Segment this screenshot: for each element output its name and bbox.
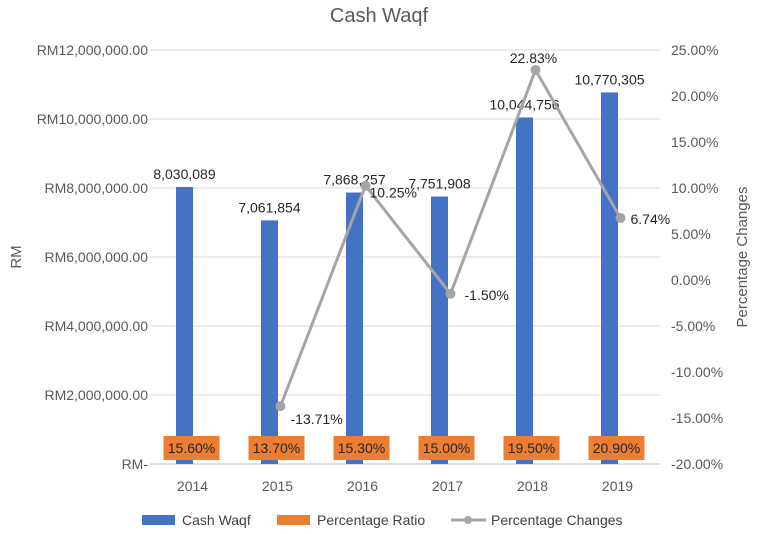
legend-label-cash-waqf: Cash Waqf (182, 512, 251, 528)
y2-tick-label: 25.00% (671, 42, 718, 58)
ratio-label: 13.70% (253, 440, 300, 456)
line-data-label: -1.50% (465, 287, 509, 303)
line-point (360, 180, 371, 191)
percentage-changes-line (279, 68, 622, 407)
ratio-label: 19.50% (508, 440, 555, 456)
x-tick-label: 2019 (602, 478, 633, 494)
line-point (530, 64, 541, 75)
gridlines (150, 49, 660, 465)
y2-tick-label: -10.00% (671, 364, 723, 380)
legend: Cash Waqf Percentage Ratio Percentage Chan… (142, 512, 623, 528)
y-tick-label: RM- (122, 456, 149, 472)
y2-axis-ticks: -20.00% -15.00% -10.00% -5.00% 0.00% 5.00% 10.… (671, 42, 723, 472)
line-data-label: -13.71% (291, 411, 343, 427)
bar-series: 8,030,089 7,061,854 7,868,257 7,751,908 10,0… (153, 71, 645, 465)
y2-tick-label: 10.00% (671, 180, 718, 196)
x-tick-label: 2015 (262, 478, 293, 494)
x-tick-label: 2018 (517, 478, 548, 494)
ratio-label: 15.00% (423, 440, 470, 456)
bar (261, 220, 278, 464)
x-tick-label: 2016 (347, 478, 378, 494)
ratio-box (588, 436, 645, 460)
bar-data-label: 10,770,305 (574, 71, 644, 87)
y2-tick-label: 5.00% (671, 226, 711, 242)
ratio-box (163, 436, 220, 460)
legend-label-percentage-changes: Percentage Changes (491, 512, 623, 528)
y-axis-title: RM (8, 245, 25, 268)
ratio-box (503, 436, 560, 460)
ratio-box (418, 436, 475, 460)
bar (346, 192, 363, 464)
y-tick-label: RM8,000,000.00 (44, 180, 148, 196)
y-axis-ticks: RM- RM2,000,000.00 RM4,000,000.00 RM6,000,0… (37, 42, 149, 472)
y-tick-label: RM2,000,000.00 (44, 387, 148, 403)
line-data-label: 22.83% (510, 50, 557, 66)
chart-title: Cash Waqf (330, 5, 429, 27)
y2-tick-label: -5.00% (671, 318, 715, 334)
ratio-label: 15.60% (168, 440, 215, 456)
y-tick-label: RM12,000,000.00 (37, 42, 149, 58)
ratio-series: 15.60% 13.70% 15.30% 15.00% 19.50% 20.90% (163, 436, 645, 460)
bar (516, 117, 533, 464)
bar (601, 92, 618, 465)
legend-marker-percentage-changes (464, 516, 472, 524)
y-tick-label: RM10,000,000.00 (37, 111, 149, 127)
y2-axis-title: Percentage Changes (734, 187, 751, 328)
y2-tick-label: 0.00% (671, 272, 711, 288)
bar-data-label: 7,061,854 (238, 199, 300, 215)
bar-data-label: 10,044,756 (489, 96, 559, 112)
bar-data-label: 7,751,908 (408, 176, 470, 192)
x-tick-label: 2017 (432, 478, 463, 494)
legend-swatch-percentage-ratio (277, 515, 310, 525)
y2-tick-label: 15.00% (671, 134, 718, 150)
ratio-box (248, 436, 305, 460)
y-tick-label: RM4,000,000.00 (44, 318, 148, 334)
y2-tick-label: -20.00% (671, 456, 723, 472)
bar-data-label: 7,868,257 (323, 172, 385, 188)
y2-tick-label: 20.00% (671, 88, 718, 104)
ratio-label: 15.30% (338, 440, 385, 456)
line-series: -13.71% 10.25% -1.50% 22.83% 6.74% (275, 50, 671, 427)
bar (431, 196, 448, 464)
x-axis-ticks: 2014 2015 2016 2017 2018 2019 (177, 478, 633, 494)
line-point (275, 401, 286, 412)
bar-data-label: 8,030,089 (153, 166, 215, 182)
line-data-label: 6.74% (631, 211, 671, 227)
legend-label-percentage-ratio: Percentage Ratio (317, 512, 425, 528)
y2-tick-label: -15.00% (671, 410, 723, 426)
bar (176, 186, 193, 465)
line-point (615, 212, 626, 223)
y-tick-label: RM6,000,000.00 (44, 249, 148, 265)
line-data-label: 10.25% (370, 185, 417, 201)
x-tick-label: 2014 (177, 478, 208, 494)
legend-swatch-cash-waqf (142, 515, 175, 525)
ratio-box (333, 436, 390, 460)
line-point (445, 288, 456, 299)
ratio-label: 20.90% (593, 440, 640, 456)
